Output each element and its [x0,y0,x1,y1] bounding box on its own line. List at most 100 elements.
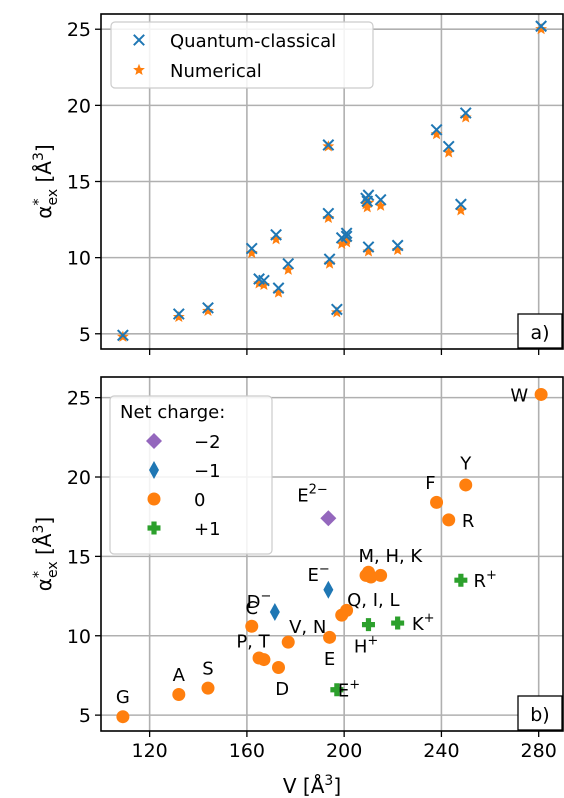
axes-frame [100,13,564,350]
point-label-text: Q, I, L [347,590,399,611]
panel-label: a) [530,322,549,344]
point-label-text: D [247,592,261,613]
data-point [245,242,258,255]
point-label-superscript: 2− [309,482,328,497]
y-tick-label: 20 [67,95,91,117]
data-point [391,616,405,630]
data-point [258,274,270,287]
data-point [340,230,353,243]
legend-label: −1 [194,461,221,482]
y-axis-label-sup: 3 [31,525,47,534]
data-point [454,198,467,211]
data-point [253,277,265,289]
y-axis-label-close: ] [32,144,56,152]
data-point [282,263,295,275]
point-label: K+ [412,611,435,635]
data-point [340,603,354,617]
data-point [272,661,286,675]
point-label: M, H, K [358,546,423,567]
y-tick-label: 5 [79,705,91,727]
legend-label: −2 [194,432,221,453]
y-axis-label: α*ex [Å3] [31,517,61,591]
x-tick-label: 200 [326,740,362,762]
y-tick-label: 5 [79,324,91,346]
point-label-superscript: + [367,633,378,648]
data-point [374,193,387,206]
data-point [272,286,285,298]
point-label-text: P, T [236,632,270,653]
legend-frame [109,395,273,555]
point-label-text: E [324,649,335,670]
point-label: E [324,649,335,670]
point-label: R [462,511,475,532]
legend-frame [110,21,374,89]
point-label-superscript: + [349,678,360,693]
x-axis-label-close: ] [333,774,341,798]
point-label-superscript: + [486,568,497,583]
panel-label-box [517,695,563,731]
x-tick-label: 240 [423,740,459,762]
y-axis-label-unit: [Å [32,161,56,189]
data-point [430,495,444,509]
legend-marker [149,461,159,479]
y-tick-label: 10 [67,248,91,270]
data-point [330,306,343,318]
data-point [269,602,280,621]
data-point [454,573,468,587]
axes-frame [100,376,564,732]
data-point [335,237,348,249]
point-label-superscript: − [319,562,330,577]
data-point [391,243,404,256]
series-charge-p1 [330,573,468,697]
y-tick-label: 25 [67,19,91,41]
data-point [330,303,343,316]
x-tick-label: 280 [521,740,557,762]
legend: Quantum-classical Numerical [110,21,374,89]
data-point [430,128,443,140]
data-point [270,228,282,241]
point-label: D [275,679,289,700]
data-point [430,123,443,136]
data-point [442,140,455,153]
point-label-text: S [202,659,213,680]
legend-title: Net charge: [120,402,225,423]
data-point [272,282,285,294]
data-point [172,308,185,320]
y-tick-label: 20 [67,467,91,489]
point-label: F [425,473,435,494]
data-point [340,227,353,240]
x-axis-label-sup: 3 [324,773,333,789]
legend-label: Quantum-classical [170,31,336,52]
series-charge-m1 [269,580,334,621]
series-charge-0 [116,387,548,724]
y-axis-label-star: * [31,571,47,578]
y-axis-label-sup: 3 [31,152,47,161]
point-label: C [245,598,258,619]
y-tick-label: 25 [67,388,91,410]
data-point [361,618,375,632]
point-label-text: C [245,598,258,619]
data-point [281,635,295,649]
data-point [459,478,473,492]
data-point [340,233,353,245]
data-point [459,107,472,119]
legend-marker [147,521,161,535]
data-point [320,510,337,527]
data-point [202,304,214,316]
y-axis-label-alpha: α [32,206,56,219]
point-label-text: A [173,665,186,686]
data-point [270,233,282,245]
x-axis-label: V [Å3] [283,773,341,798]
series-quantum-classical [116,20,548,342]
data-point [245,246,258,259]
data-point [459,111,472,123]
point-label-text: D [275,679,289,700]
x-tick-label: 160 [229,740,265,762]
data-point [535,23,548,35]
point-label-text: G [116,687,130,708]
data-point [330,683,344,697]
data-point [116,329,129,342]
legend-label: Numerical [170,61,262,82]
legend-label: +1 [194,519,221,540]
